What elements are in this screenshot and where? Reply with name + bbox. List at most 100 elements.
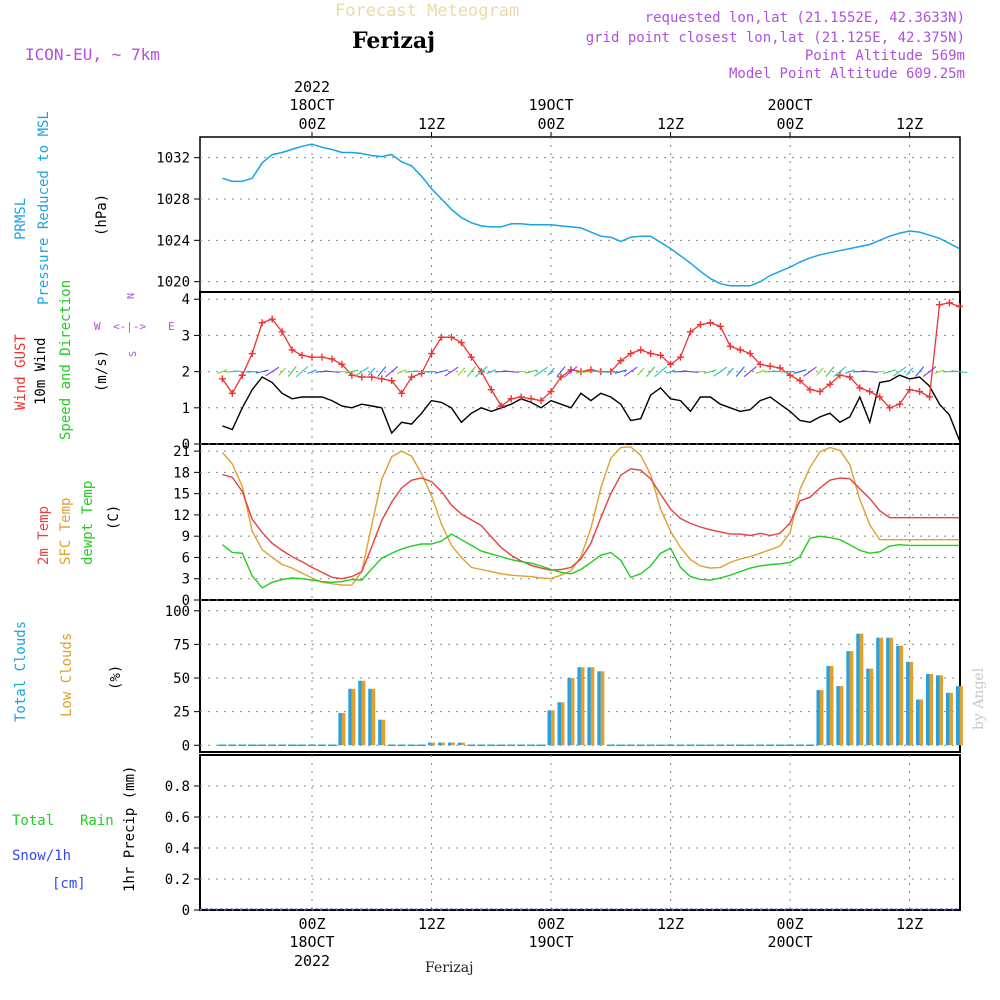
bottom-hour-label: 00Z — [537, 915, 564, 933]
total-clouds-label: Total Clouds — [13, 621, 29, 722]
wind-direction-arrow — [726, 367, 735, 376]
gust-point — [726, 342, 734, 350]
low-cloud-bar — [939, 675, 943, 746]
total-cloud-bar — [826, 665, 830, 746]
precip-cm-label: [cm] — [52, 876, 86, 892]
gust-point — [457, 339, 465, 347]
low-cloud-bar — [600, 671, 605, 746]
pressure-panel-frame — [199, 136, 961, 293]
top-hour-label: 12Z — [657, 115, 684, 133]
y-tick-label: 3 — [182, 572, 190, 588]
y-tick-label: 21 — [173, 444, 190, 460]
pressure-unit: (hPa) — [94, 194, 110, 236]
y-tick-label: 1 — [182, 401, 190, 417]
gust-point — [497, 402, 505, 410]
gust-point — [318, 353, 326, 361]
wind-direction-arrow — [743, 366, 757, 378]
wind-direction-arrow — [735, 366, 745, 377]
total-cloud-bar — [428, 742, 432, 746]
y-tick-label: 50 — [173, 671, 190, 687]
top-hour-label: 00Z — [298, 115, 325, 133]
gust-point — [308, 353, 316, 361]
total-cloud-bar — [597, 671, 601, 746]
sfc-temp-line — [221, 446, 960, 586]
bottom-date-label: 20OCT — [768, 933, 813, 951]
clouds-unit: (%) — [108, 665, 124, 690]
gust-point — [786, 371, 794, 379]
wind-direction-arrow — [217, 369, 228, 375]
low-cloud-bar — [590, 667, 595, 746]
total-cloud-bar — [457, 742, 462, 746]
wind-direction-arrow — [844, 369, 855, 374]
total-cloud-bar — [358, 680, 362, 746]
wind-direction-arrow — [793, 369, 807, 374]
bottom-hour-label: 12Z — [657, 915, 684, 933]
gust-point — [467, 353, 475, 361]
y-tick-label: 3 — [182, 328, 190, 344]
wind-direction-arrow — [755, 369, 766, 374]
svg-text:W: W — [94, 320, 101, 333]
wind-direction-arrow — [547, 367, 555, 376]
gust-point — [228, 389, 236, 397]
svg-text:E: E — [168, 320, 175, 333]
gust-point — [388, 377, 396, 385]
y-tick-label: 0 — [182, 738, 190, 754]
total-cloud-bar — [577, 667, 581, 746]
wind-direction-arrow — [234, 370, 251, 373]
svg-text:S: S — [128, 351, 139, 357]
wind10m-series-line — [222, 374, 961, 441]
wind-direction-arrow — [825, 366, 835, 377]
bottom-hour-label: 12Z — [896, 915, 923, 933]
gust-point — [447, 333, 455, 341]
wind-direction-arrow — [524, 369, 538, 374]
gust-point — [428, 350, 436, 358]
total-cloud-bar — [338, 712, 342, 746]
low-cloud-bar — [351, 688, 356, 746]
gust-point — [268, 315, 276, 323]
bottom-date-label: 18OCT — [289, 933, 334, 951]
wind-direction-arrow — [833, 366, 847, 378]
gust-point — [238, 371, 246, 379]
bottom-hour-label: 00Z — [777, 915, 804, 933]
y-tick-label: 0 — [182, 903, 190, 919]
gust-point — [906, 386, 914, 394]
y-tick-label: 0.4 — [165, 841, 190, 857]
low-cloud-bar — [371, 688, 376, 746]
wind-direction-arrow — [534, 366, 548, 377]
wind-direction-arrow — [444, 366, 459, 377]
gust-point — [358, 373, 366, 381]
total-cloud-bar — [896, 645, 900, 746]
wind-direction-arrow — [892, 366, 907, 377]
precip-unit: 1hr Precip (mm) — [122, 766, 138, 892]
wind-direction-arrow — [255, 369, 269, 374]
top-hour-label: 12Z — [896, 115, 923, 133]
low-cloud-bar — [561, 702, 565, 746]
pressure-series-line — [222, 143, 960, 287]
clouds-panel-frame — [199, 599, 961, 753]
gust-point — [806, 386, 814, 394]
gust-point — [945, 299, 953, 307]
gust-point — [338, 360, 346, 368]
top-date-label: 20OCT — [768, 96, 813, 114]
wind-direction-arrow — [614, 369, 628, 374]
gust-point — [657, 351, 665, 359]
wind-direction-arrow — [665, 369, 676, 374]
low-cloud-bar — [381, 719, 386, 746]
point-altitude: Point Altitude 569m — [805, 48, 965, 64]
wind-direction-arrow — [368, 367, 376, 376]
top-year-label: 2022 — [294, 78, 330, 96]
gust-point — [706, 319, 714, 327]
wind-direction-arrow — [914, 366, 925, 377]
gust-point — [886, 404, 894, 412]
svg-text:N: N — [126, 293, 137, 299]
gust-point — [776, 364, 784, 372]
wind-direction-arrow — [905, 367, 914, 376]
y-tick-labels: 1032102810241020432102118151296301007550… — [156, 151, 190, 919]
gust-point — [856, 384, 864, 392]
gust-point — [507, 395, 515, 403]
total-cloud-bar — [567, 678, 571, 746]
wind-direction-arrow — [592, 370, 609, 373]
y-tick-label: 0.2 — [165, 872, 190, 888]
